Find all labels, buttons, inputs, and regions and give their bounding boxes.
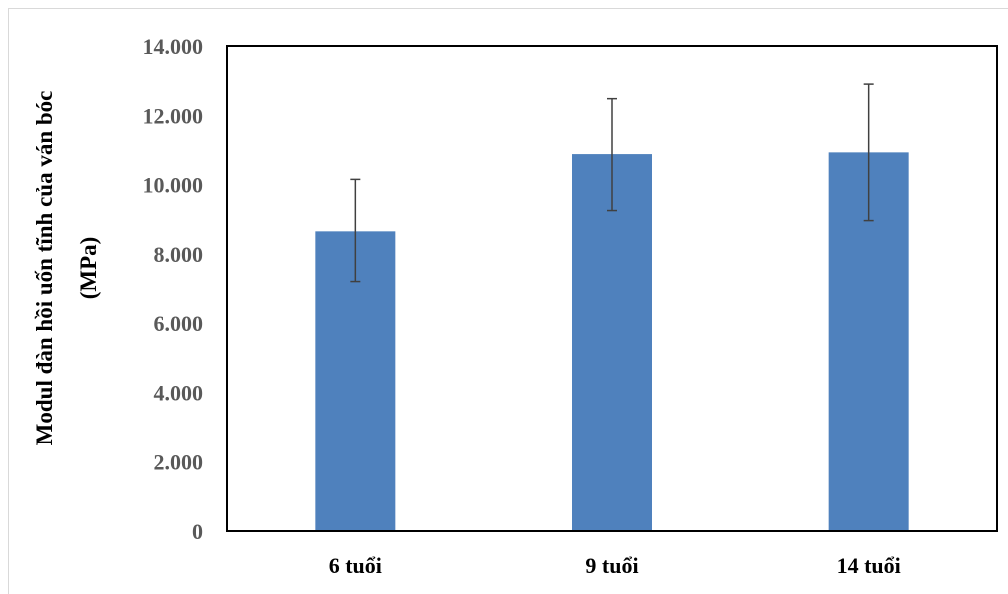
bars xyxy=(315,152,909,532)
y-axis-title-line-2: (MPa) xyxy=(76,237,101,300)
x-tick-label: 9 tuổi xyxy=(585,553,638,578)
y-axis-title-group: Modul đàn hồi uốn tĩnh của ván bóc (MPa) xyxy=(32,91,101,446)
chart-frame xyxy=(8,8,1008,594)
error-bars xyxy=(350,83,874,283)
plot-area-border xyxy=(226,45,998,532)
x-tick-label: 6 tuổi xyxy=(329,553,382,578)
y-axis-title-line-1: Modul đàn hồi uốn tĩnh của ván bóc xyxy=(32,91,57,446)
bar xyxy=(572,154,652,532)
y-tick-label: 12.000 xyxy=(143,103,204,128)
error-bar xyxy=(607,97,617,212)
y-tick-label: 4.000 xyxy=(154,380,204,405)
y-tick-label: 8.000 xyxy=(154,242,204,267)
x-tick-label: 14 tuổi xyxy=(837,553,901,578)
x-tick-labels: 6 tuổi 9 tuổi 14 tuổi xyxy=(329,553,901,578)
y-tick-label: 14.000 xyxy=(143,34,204,59)
y-tick-label: 2.000 xyxy=(154,450,204,475)
y-tick-labels: 0 2.000 4.000 6.000 8.000 10.000 12.000 14.000 xyxy=(143,34,204,544)
error-bar xyxy=(863,83,874,222)
y-tick-label: 10.000 xyxy=(143,173,204,198)
y-tick-label: 0 xyxy=(192,519,203,544)
y-tick-label: 6.000 xyxy=(154,311,204,336)
error-bar xyxy=(350,178,361,283)
